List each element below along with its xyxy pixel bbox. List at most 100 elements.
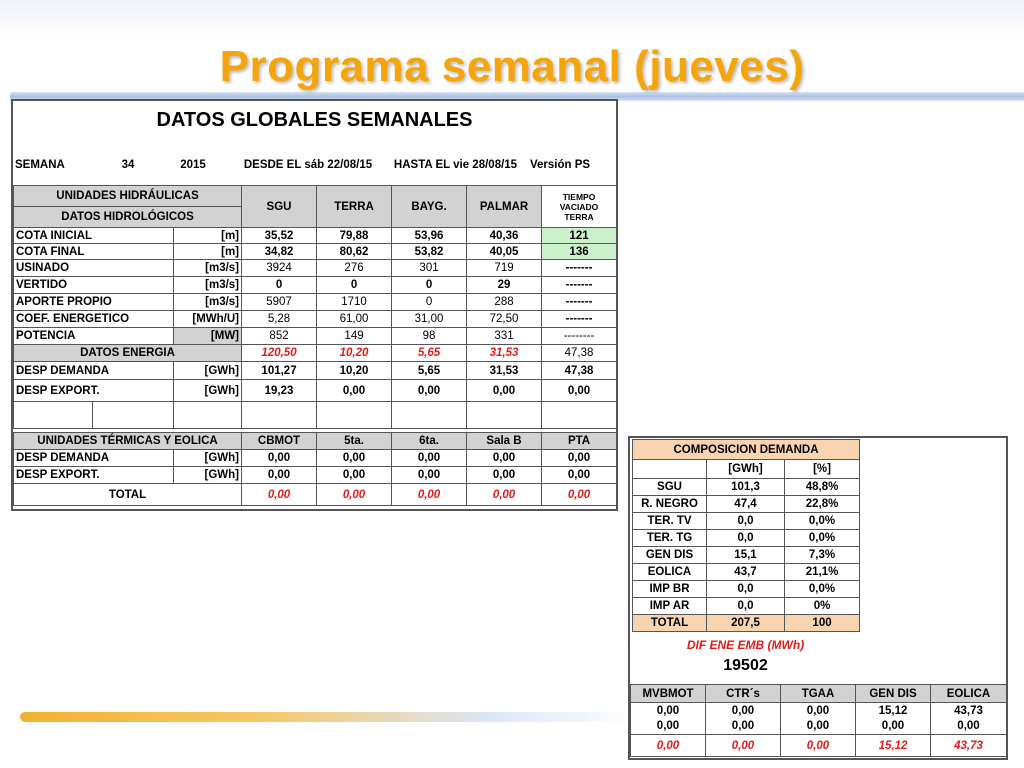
cell: 0,00 [241,449,318,467]
cell: 61,00 [316,310,393,328]
cell: 331 [466,327,543,345]
table-row: USINADO [m3/s] 3924 276 301 719 ------- [13,259,616,277]
spacer-row [13,401,616,429]
cell: 31,00 [391,310,468,328]
cell: ------- [541,310,616,328]
cell: 0 [316,276,393,294]
cell: 0,00 [316,379,393,402]
cell: 47,4 [706,495,785,513]
generation-header-row: MVBMOT CTR´s TGAA GEN DIS EOLICA [630,684,1006,703]
row-unit: [GWh] [172,379,243,402]
cell: 0,00 [541,379,616,402]
cell: 40,36 [466,227,543,244]
col-pct: [%] [783,459,861,479]
cell: 48,8% [783,478,861,496]
cell: 0 [241,276,318,294]
table-row: SGU 101,3 48,8% [632,478,861,496]
cell: 0,00 [241,483,318,506]
col-tiempo-vaciado: TIEMPO VACIADO TERRA [541,185,616,228]
cell-tiempo: 121 [541,227,616,244]
cell: 0,00 [391,379,468,402]
cell: 0,00 [316,449,393,467]
cell: 0,0% [783,580,861,598]
row-label: VERTIDO [13,276,174,294]
cell: 276 [316,259,393,277]
row-label: EOLICA [632,563,707,581]
hydro-header-line1: UNIDADES HIDRÁULICAS [13,185,243,207]
row-unit: [MWh/U] [172,310,243,328]
header-rule [10,92,1024,101]
cell: 0,00 [541,449,616,467]
dif-ene-label: DIF ENE EMB (MWh) [686,638,805,652]
col-cbmot: CBMOT [241,432,318,450]
cell: 120,50 [241,344,318,362]
row-label: COEF. ENERGETICO [13,310,174,328]
col-terra: TERRA [316,185,393,228]
cell: 0 [391,293,468,311]
tiempo-line1: TIEMPO [562,191,596,202]
row-unit: [GWh] [172,466,243,484]
thermal-header-label: UNIDADES TÉRMICAS Y EOLICA [13,432,243,450]
cell: 0,00 [705,734,781,757]
cell: 100 [783,614,861,632]
table-row: APORTE PROPIO [m3/s] 5907 1710 0 288 ---… [13,293,616,311]
cell: 10,20 [316,361,393,380]
row-label: DESP EXPORT. [13,466,174,484]
generation-table: MVBMOT CTR´s TGAA GEN DIS EOLICA 0,00 0,… [630,684,1006,757]
row-label: TER. TV [632,512,707,530]
week-hasta: HASTA EL vie 28/08/15 [393,159,518,171]
cell: 0,00 [630,734,706,757]
cell: 0,00 [391,483,468,506]
cell: 0,0 [706,597,785,615]
row-label: SGU [632,478,707,496]
cell: 34,82 [241,243,318,260]
cell: 72,50 [466,310,543,328]
cell: 31,53 [466,361,543,380]
row-label: IMP AR [632,597,707,615]
dif-ene-value: 19502 [723,657,768,674]
total-row: TOTAL 0,00 0,00 0,00 0,00 0,00 [13,483,616,506]
cell: 3924 [241,259,318,277]
composition-heading: COMPOSICION DEMANDA [631,439,861,460]
table-row: POTENCIA [MW] 852 149 98 331 -------- [13,327,616,345]
cell: 0,00 [630,702,706,719]
cell: 0,00 [466,379,543,402]
col-sala-b: Sala B [466,432,543,450]
cell: -------- [541,327,616,345]
cell: 43,73 [930,734,1006,757]
energia-label: DATOS ENERGIA [13,344,243,362]
table-row: IMP BR 0,0 0,0% [632,580,861,598]
cell: 0,0% [783,529,861,547]
table-row: TER. TV 0,0 0,0% [632,512,861,530]
composition-total-row: TOTAL 207,5 100 [632,614,861,632]
cell: 719 [466,259,543,277]
cell: 0,00 [466,483,543,506]
cell: 47,38 [541,344,616,362]
table-row: DESP EXPORT. [GWh] 19,23 0,00 0,00 0,00 … [13,379,616,402]
cell: 40,05 [466,243,543,260]
cell: 0,00 [541,483,616,506]
table-row: COEF. ENERGETICO [MWh/U] 5,28 61,00 31,0… [13,310,616,328]
cell: 0,00 [241,466,318,484]
col-gen-dis: GEN DIS [855,684,931,703]
row-label: USINADO [13,259,174,277]
cell: 43,73 [930,702,1006,719]
row-unit: [m] [172,227,243,244]
row-label: DESP EXPORT. [13,379,174,402]
cell: 0,00 [391,466,468,484]
cell-tiempo: 136 [541,243,616,260]
cell: 0,00 [780,734,856,757]
col-palmar: PALMAR [466,185,543,228]
cell: 0,0 [706,512,785,530]
cell: 0,00 [316,466,393,484]
week-desde: DESDE EL sáb 22/08/15 [243,159,373,171]
row-unit: [m3/s] [172,276,243,294]
cell: 0,0% [783,512,861,530]
row-unit: [GWh] [172,361,243,380]
col-mvbmot: MVBMOT [630,684,706,703]
generation-total-row: 0,00 0,00 0,00 15,12 43,73 [630,734,1006,757]
table-row: EOLICA 43,7 21,1% [632,563,861,581]
col-pta: PTA [541,432,616,450]
thermal-header-row: UNIDADES TÉRMICAS Y EOLICA CBMOT 5ta. 6t… [13,432,616,450]
table-row: DESP EXPORT. [GWh] 0,00 0,00 0,00 0,00 0… [13,466,616,484]
